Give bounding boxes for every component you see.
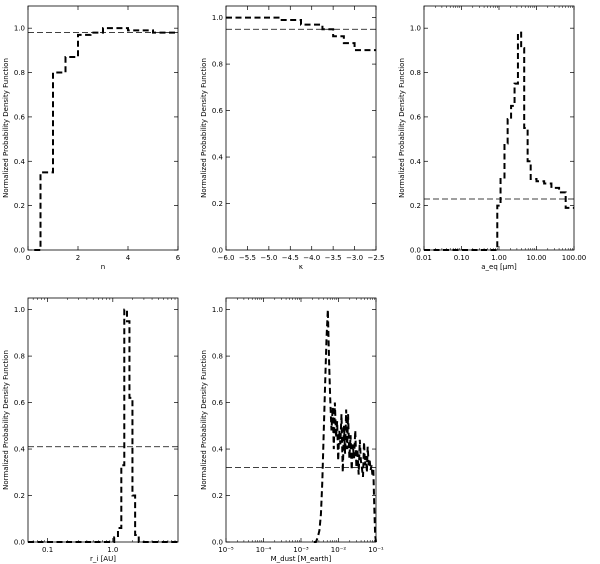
x-tick-label: −3.0 bbox=[346, 254, 363, 262]
y-tick-label: 1.0 bbox=[410, 25, 421, 33]
y-tick-label: 0.8 bbox=[212, 353, 223, 361]
y-tick-label: 0.6 bbox=[212, 399, 224, 407]
x-axis-label: κ bbox=[299, 263, 303, 271]
x-tick-label: 10⁻⁵ bbox=[218, 546, 234, 554]
y-axis-label: Normalized Probability Density Function bbox=[200, 58, 208, 198]
y-tick-label: 0.0 bbox=[212, 247, 223, 255]
y-tick-label: 0.8 bbox=[212, 61, 223, 69]
y-tick-label: 0.4 bbox=[212, 446, 224, 454]
y-tick-label: 0.4 bbox=[14, 158, 26, 166]
panel-5: 0.0 0.2 0.4 0.6 0.8 1.0 10⁻⁵ 10⁻⁴ 10⁻³ 10⁻² 10⁻¹ M_… bbox=[200, 297, 384, 563]
x-tick-label: 0 bbox=[26, 254, 30, 262]
x-tick-label: 1.0 bbox=[107, 546, 118, 554]
x-tick-label: 100.00 bbox=[562, 254, 587, 262]
x-tick-label: 6 bbox=[176, 254, 181, 262]
y-tick-label: 0.8 bbox=[14, 69, 25, 77]
series-line-1 bbox=[34, 27, 178, 251]
y-axis-label: Normalized Probability Density Function bbox=[2, 350, 10, 490]
y-tick-label: 0.6 bbox=[14, 399, 26, 407]
y-tick-label: 1.0 bbox=[14, 306, 25, 314]
y-axis-label: Normalized Probability Density Function bbox=[200, 350, 208, 490]
x-tick-label: −6.0 bbox=[218, 254, 235, 262]
panel-2: 0.0 0.2 0.4 0.6 0.8 1.0 −6.0 −5.5 −5.0 −4.5 −4.0 −3… bbox=[200, 5, 385, 271]
x-tick-label: 10.00 bbox=[526, 254, 546, 262]
panel-4: 0.00.20.40.60.81.00.1 1.0r_i [AU]Normaliz… bbox=[2, 297, 179, 563]
x-tick-label: 10⁻³ bbox=[293, 546, 309, 554]
y-tick-label: 0.4 bbox=[14, 446, 26, 454]
x-tick-label: 10⁻² bbox=[331, 546, 347, 554]
x-tick-label: −4.5 bbox=[282, 254, 299, 262]
y-tick-label: 0.0 bbox=[212, 539, 223, 547]
y-tick-label: 0.2 bbox=[212, 200, 223, 208]
plot-frame bbox=[225, 5, 377, 251]
y-tick-label: 0.4 bbox=[410, 158, 422, 166]
panel-3: 0.0 0.2 0.4 0.6 0.8 1.0 0.01 0.10 1.00 10.00 100.0… bbox=[398, 5, 587, 271]
x-axis-label: M_dust [M_earth] bbox=[271, 555, 332, 563]
x-axis-label: a_eq [μm] bbox=[481, 263, 517, 271]
x-tick-label: −5.0 bbox=[260, 254, 277, 262]
x-tick-label: −4.0 bbox=[303, 254, 320, 262]
y-tick-label: 1.0 bbox=[212, 14, 223, 22]
x-tick-label: −2.5 bbox=[368, 254, 385, 262]
x-tick-label: 1.00 bbox=[491, 254, 507, 262]
x-tick-label: 0.10 bbox=[454, 254, 470, 262]
y-tick-label: 0.2 bbox=[410, 202, 421, 210]
x-tick-label: 0.01 bbox=[416, 254, 432, 262]
plot-frame bbox=[27, 5, 179, 251]
y-axis-label: Normalized Probability Density Function bbox=[398, 58, 406, 198]
y-tick-label: 0.0 bbox=[14, 247, 25, 255]
plot-frame bbox=[225, 297, 377, 543]
y-tick-label: 0.0 bbox=[14, 539, 25, 547]
y-tick-label: 0.2 bbox=[212, 492, 223, 500]
series-line-1 bbox=[424, 31, 574, 251]
y-tick-label: 0.6 bbox=[410, 113, 422, 121]
y-tick-label: 1.0 bbox=[212, 306, 223, 314]
x-tick-label: 2 bbox=[76, 254, 80, 262]
y-tick-label: 0.6 bbox=[14, 113, 26, 121]
x-tick-label: 10⁻⁴ bbox=[256, 546, 272, 554]
plot-frame bbox=[423, 5, 575, 251]
x-tick-label: 4 bbox=[126, 254, 131, 262]
y-tick-label: 0.2 bbox=[14, 492, 25, 500]
y-tick-label: 0.2 bbox=[14, 202, 25, 210]
plot-frame bbox=[27, 297, 179, 543]
x-axis-label: r_i [AU] bbox=[90, 555, 116, 563]
y-tick-label: 1.0 bbox=[14, 25, 25, 33]
panel-1: 0.0 0.2 0.4 0.6 0.8 1.0 0 2 4 6 n Normalized Probab… bbox=[2, 5, 181, 271]
y-tick-label: 0.6 bbox=[212, 107, 224, 115]
series-line-1 bbox=[313, 309, 377, 543]
series-line-1 bbox=[226, 16, 376, 52]
x-tick-label: 0.1 bbox=[42, 546, 53, 554]
y-tick-label: 0.4 bbox=[212, 154, 224, 162]
y-tick-label: 0.8 bbox=[14, 353, 25, 361]
x-tick-label: −3.5 bbox=[325, 254, 342, 262]
x-tick-label: −5.5 bbox=[239, 254, 256, 262]
y-axis-label: Normalized Probability Density Function bbox=[2, 58, 10, 198]
x-axis-label: n bbox=[101, 263, 105, 271]
y-tick-label: 0.8 bbox=[410, 69, 421, 77]
y-tick-label: 0.0 bbox=[410, 247, 421, 255]
series-line-1 bbox=[28, 308, 178, 543]
x-tick-label: 10⁻¹ bbox=[368, 546, 384, 554]
